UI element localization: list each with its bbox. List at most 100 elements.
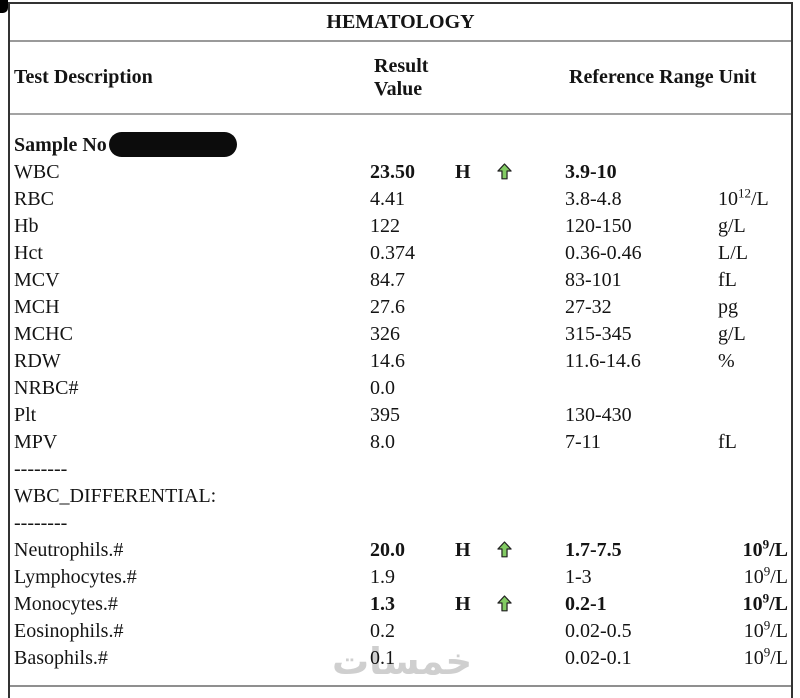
test-name: Basophils.# (14, 647, 108, 669)
abnormal-flag (455, 267, 497, 294)
trend-indicator (497, 294, 565, 321)
abnormal-flag (455, 348, 497, 375)
table-row: NRBC# 0.0 (10, 375, 791, 402)
trend-indicator (497, 267, 565, 294)
test-name: MCHC (14, 323, 73, 345)
table-row: Eosinophils.# 0.2 0.02-0.5 109/L (10, 618, 791, 645)
table-row: Hb 122 120-150 g/L (10, 213, 791, 240)
trend-indicator (497, 213, 565, 240)
result-value: 0.2 (370, 620, 395, 642)
test-name: RBC (14, 188, 55, 210)
reference-range: 1-3 (565, 566, 592, 588)
unit: L/L (718, 242, 748, 264)
result-value: 1.3 (370, 593, 395, 615)
unit-exponent: 12 (738, 185, 751, 201)
column-header-result-line2: Value (374, 77, 423, 100)
result-value: 8.0 (370, 431, 395, 453)
result-value: 1.9 (370, 566, 395, 588)
trend-indicator (497, 240, 565, 267)
reference-range: 3.8-4.8 (565, 188, 622, 210)
unit-exponent: 9 (762, 590, 770, 606)
column-header-result-value: Result Value (370, 55, 565, 101)
abnormal-flag (455, 645, 497, 672)
scan-artifact (0, 0, 8, 13)
sample-no-label: Sample No (10, 132, 791, 159)
result-value: 326 (370, 323, 400, 345)
unit: fL (718, 269, 737, 291)
test-name: MCH (14, 296, 60, 318)
table-header: Test Description Result Value Reference … (10, 42, 791, 115)
unit: 109/L (742, 536, 788, 561)
trend-indicator (497, 186, 565, 213)
unit: g/L (718, 215, 746, 237)
result-value: 0.0 (370, 377, 395, 399)
abnormal-flag: H (455, 539, 471, 561)
abnormal-flag (455, 618, 497, 645)
trend-up-icon (497, 161, 512, 188)
test-name: WBC (14, 161, 60, 183)
column-header-test-description: Test Description (14, 66, 153, 88)
reference-range: 130-430 (565, 404, 632, 426)
test-name: Lymphocytes.# (14, 566, 137, 588)
abnormal-flag (455, 375, 497, 402)
test-name: Neutrophils.# (14, 539, 124, 561)
unit: 109/L (743, 563, 788, 588)
unit-exponent: 9 (763, 563, 771, 579)
unit: 1012/L (718, 185, 769, 210)
test-name: RDW (14, 350, 61, 372)
abnormal-flag (455, 186, 497, 213)
table-row: MCHC 326 315-345 g/L (10, 321, 791, 348)
table-row: Basophils.# 0.1 0.02-0.1 109/L (10, 645, 791, 672)
table-row: WBC_DIFFERENTIAL: (10, 483, 791, 510)
column-header-result-line1: Result (374, 54, 429, 77)
abnormal-flag (455, 294, 497, 321)
table-row: Plt 395 130-430 (10, 402, 791, 429)
unit: % (718, 350, 735, 372)
table-row: RDW 14.6 11.6-14.6% (10, 348, 791, 375)
table-row: MCH 27.6 27-32 pg (10, 294, 791, 321)
abnormal-flag (455, 213, 497, 240)
reference-range: 0.02-0.5 (565, 620, 632, 642)
reference-range (565, 375, 715, 402)
unit: 109/L (743, 644, 788, 669)
unit-exponent: 9 (762, 536, 770, 552)
abnormal-flag (455, 564, 497, 591)
table-row: Neutrophils.# 20.0 H 1.7-7.5 109/L (10, 537, 791, 564)
report-section-title: HEMATOLOGY (10, 4, 791, 42)
unit-exponent: 9 (763, 617, 771, 633)
table-row: -------- (10, 510, 791, 537)
unit-exponent: 9 (763, 644, 771, 660)
trend-indicator (497, 159, 565, 188)
unit: g/L (718, 323, 746, 345)
test-name: MCV (14, 269, 60, 291)
table-row: MCV 84.7 83-101 fL (10, 267, 791, 294)
unit (715, 402, 791, 429)
abnormal-flag (455, 402, 497, 429)
table-row: MPV 8.0 7-11 fL (10, 429, 791, 456)
table-row: Monocytes.# 1.3 H 0.2-1 109/L (10, 591, 791, 618)
result-value: 122 (370, 215, 400, 237)
test-name: Hb (14, 215, 39, 237)
test-name: Hct (14, 242, 43, 264)
result-value: 0.1 (370, 647, 395, 669)
result-value: 4.41 (370, 188, 405, 210)
result-value: 84.7 (370, 269, 405, 291)
reference-range: 83-101 (565, 269, 622, 291)
table-row: Sample No (10, 132, 791, 159)
unit (715, 375, 791, 402)
trend-indicator (497, 402, 565, 429)
result-value: 14.6 (370, 350, 405, 372)
trend-indicator (497, 645, 565, 672)
result-value: 20.0 (370, 539, 405, 561)
reference-range: 1.7-7.5 (565, 539, 622, 561)
abnormal-flag: H (455, 593, 471, 615)
reference-range: 11.6-14.6 (565, 350, 641, 372)
unit: 109/L (743, 617, 788, 642)
result-value: 23.50 (370, 161, 415, 183)
result-value: 27.6 (370, 296, 405, 318)
test-name: Plt (14, 404, 37, 426)
table-row: Lymphocytes.# 1.9 1-3 109/L (10, 564, 791, 591)
test-name: NRBC# (14, 377, 79, 399)
section-title-text: HEMATOLOGY (326, 10, 475, 33)
